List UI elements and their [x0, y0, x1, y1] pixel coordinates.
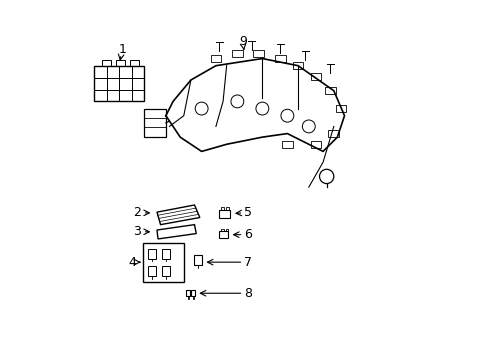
- Bar: [282, 141, 292, 148]
- Bar: [219, 210, 230, 217]
- Bar: [292, 62, 303, 69]
- Text: 5: 5: [244, 206, 251, 219]
- Bar: [162, 249, 170, 258]
- Text: 1: 1: [119, 43, 127, 56]
- Bar: [94, 66, 144, 102]
- Text: 7: 7: [244, 256, 251, 269]
- Bar: [225, 207, 228, 210]
- Bar: [190, 290, 195, 296]
- Bar: [148, 249, 156, 258]
- Bar: [231, 50, 242, 57]
- Bar: [221, 229, 224, 231]
- Bar: [310, 141, 321, 148]
- Text: 8: 8: [244, 287, 251, 300]
- Bar: [130, 60, 139, 66]
- Bar: [310, 73, 321, 80]
- Bar: [142, 243, 183, 282]
- Bar: [219, 231, 228, 238]
- Bar: [185, 290, 189, 296]
- Text: 6: 6: [244, 228, 251, 241]
- Bar: [225, 229, 227, 231]
- Bar: [253, 50, 264, 57]
- Bar: [221, 207, 224, 210]
- Bar: [210, 55, 221, 62]
- Bar: [335, 105, 346, 112]
- Text: 4: 4: [128, 256, 136, 269]
- Bar: [144, 109, 165, 137]
- Bar: [274, 55, 285, 62]
- Text: 9: 9: [238, 35, 246, 48]
- Bar: [194, 255, 202, 265]
- Bar: [102, 60, 110, 66]
- Bar: [116, 60, 124, 66]
- Text: 2: 2: [133, 206, 141, 219]
- Bar: [162, 266, 170, 276]
- Bar: [328, 130, 339, 137]
- Bar: [148, 266, 156, 276]
- Text: 3: 3: [133, 225, 141, 238]
- Bar: [324, 87, 335, 94]
